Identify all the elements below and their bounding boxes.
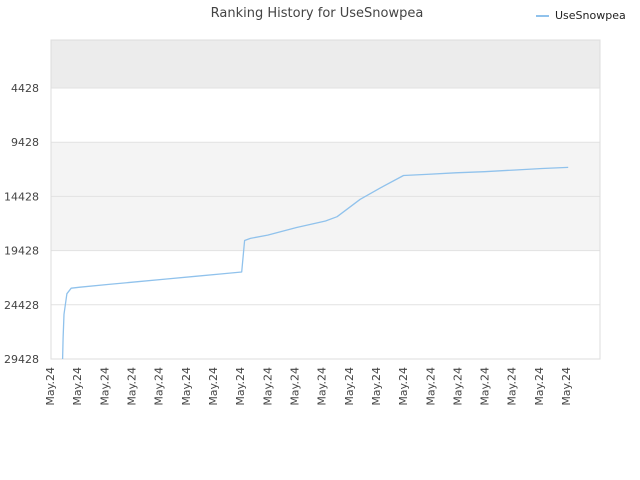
x-tick-label: May.24: [424, 367, 437, 406]
x-tick-label: May.24: [261, 367, 274, 406]
y-tick-label: 29428: [4, 353, 39, 366]
y-tick-label: 14428: [4, 190, 39, 203]
x-tick-label: May.24: [533, 367, 546, 406]
x-tick-label: May.24: [71, 367, 84, 406]
y-tick-label: 4428: [11, 82, 39, 95]
x-tick-label: May.24: [479, 367, 492, 406]
plot-band: [51, 250, 600, 305]
plot-bands: [51, 40, 600, 359]
series-layer: [61, 166, 569, 360]
x-tick-label: May.24: [234, 367, 247, 406]
x-tick-label: May.24: [44, 367, 57, 406]
x-tick-label: May.24: [343, 367, 356, 406]
chart-title: Ranking History for UseSnowpea: [211, 6, 424, 21]
y-tick-label: 9428: [11, 136, 39, 149]
x-tick-label: May.24: [316, 367, 329, 406]
x-tick-label: May.24: [98, 367, 111, 406]
plot-band: [51, 196, 600, 251]
plot-band: [51, 40, 600, 88]
series-line-usesnowpea: [61, 166, 569, 360]
y-axis-ticks: 4428 9428 14428 19428 24428 29428: [4, 82, 39, 366]
x-tick-label: May.24: [560, 367, 573, 406]
plot-border: [50, 39, 601, 360]
x-tick-label: May.24: [288, 367, 301, 406]
x-tick-label: May.24: [506, 367, 519, 406]
legend-label-usesnowpea: UseSnowpea: [555, 9, 626, 22]
x-tick-label: May.24: [451, 367, 464, 406]
x-axis-ticks: May.24 May.24 May.24 May.24 May.24 May.24 May.…: [44, 367, 573, 406]
legend[interactable]: UseSnowpea: [536, 9, 626, 22]
plot-band: [51, 142, 600, 197]
x-tick-label: May.24: [397, 367, 410, 406]
plot-band: [51, 87, 600, 143]
x-tick-label: May.24: [370, 367, 383, 406]
x-tick-label: May.24: [207, 367, 220, 406]
y-tick-label: 19428: [4, 245, 39, 258]
x-tick-label: May.24: [180, 367, 193, 406]
x-tick-label: May.24: [125, 367, 138, 406]
x-tick-label: May.24: [153, 367, 166, 406]
y-tick-label: 24428: [4, 299, 39, 312]
plot-band: [51, 304, 600, 359]
